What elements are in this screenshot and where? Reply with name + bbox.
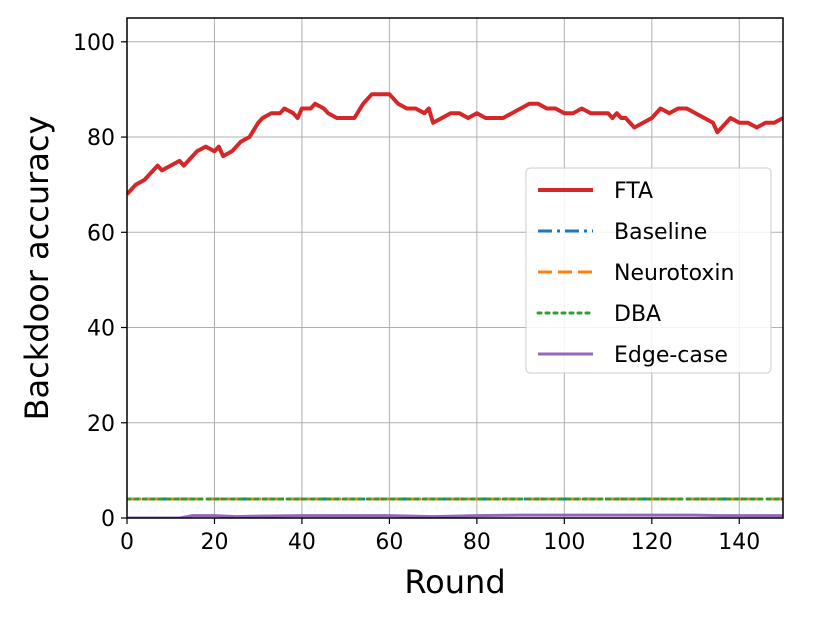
y-tick-label: 100	[73, 31, 115, 56]
y-tick-label: 60	[87, 221, 115, 246]
x-axis-ticks: 0 20 40 60 80 100 120 140	[120, 518, 760, 555]
x-tick-label: 40	[288, 530, 316, 555]
y-axis-ticks: 0 20 40 60 80 100	[73, 31, 127, 532]
y-tick-label: 20	[87, 412, 115, 437]
series-line-fta	[127, 92, 783, 196]
y-tick-label: 40	[87, 317, 115, 342]
y-tick-label: 0	[101, 507, 115, 532]
series-lines	[127, 92, 783, 518]
legend-label-fta: FTA	[614, 179, 653, 204]
y-tick-label: 80	[87, 126, 115, 151]
x-tick-label: 120	[631, 530, 673, 555]
legend-label-neurotoxin: Neurotoxin	[614, 261, 734, 286]
legend-box	[525, 167, 772, 374]
legend: FTA Baseline Neurotoxin DBA Edge-case	[525, 167, 772, 374]
legend-label-dba: DBA	[614, 302, 661, 327]
y-axis-label: Backdoor accuracy	[18, 116, 56, 421]
x-tick-label: 100	[543, 530, 585, 555]
plot-frame	[126, 17, 784, 519]
x-tick-label: 140	[718, 530, 760, 555]
x-tick-label: 80	[463, 530, 491, 555]
legend-label-edge-case: Edge-case	[614, 343, 728, 368]
series-line-edge-case	[127, 513, 783, 518]
legend-label-baseline: Baseline	[614, 220, 707, 245]
x-tick-label: 60	[375, 530, 403, 555]
x-tick-label: 0	[120, 530, 134, 555]
x-tick-label: 20	[200, 530, 228, 555]
x-axis-label: Round	[404, 563, 505, 601]
